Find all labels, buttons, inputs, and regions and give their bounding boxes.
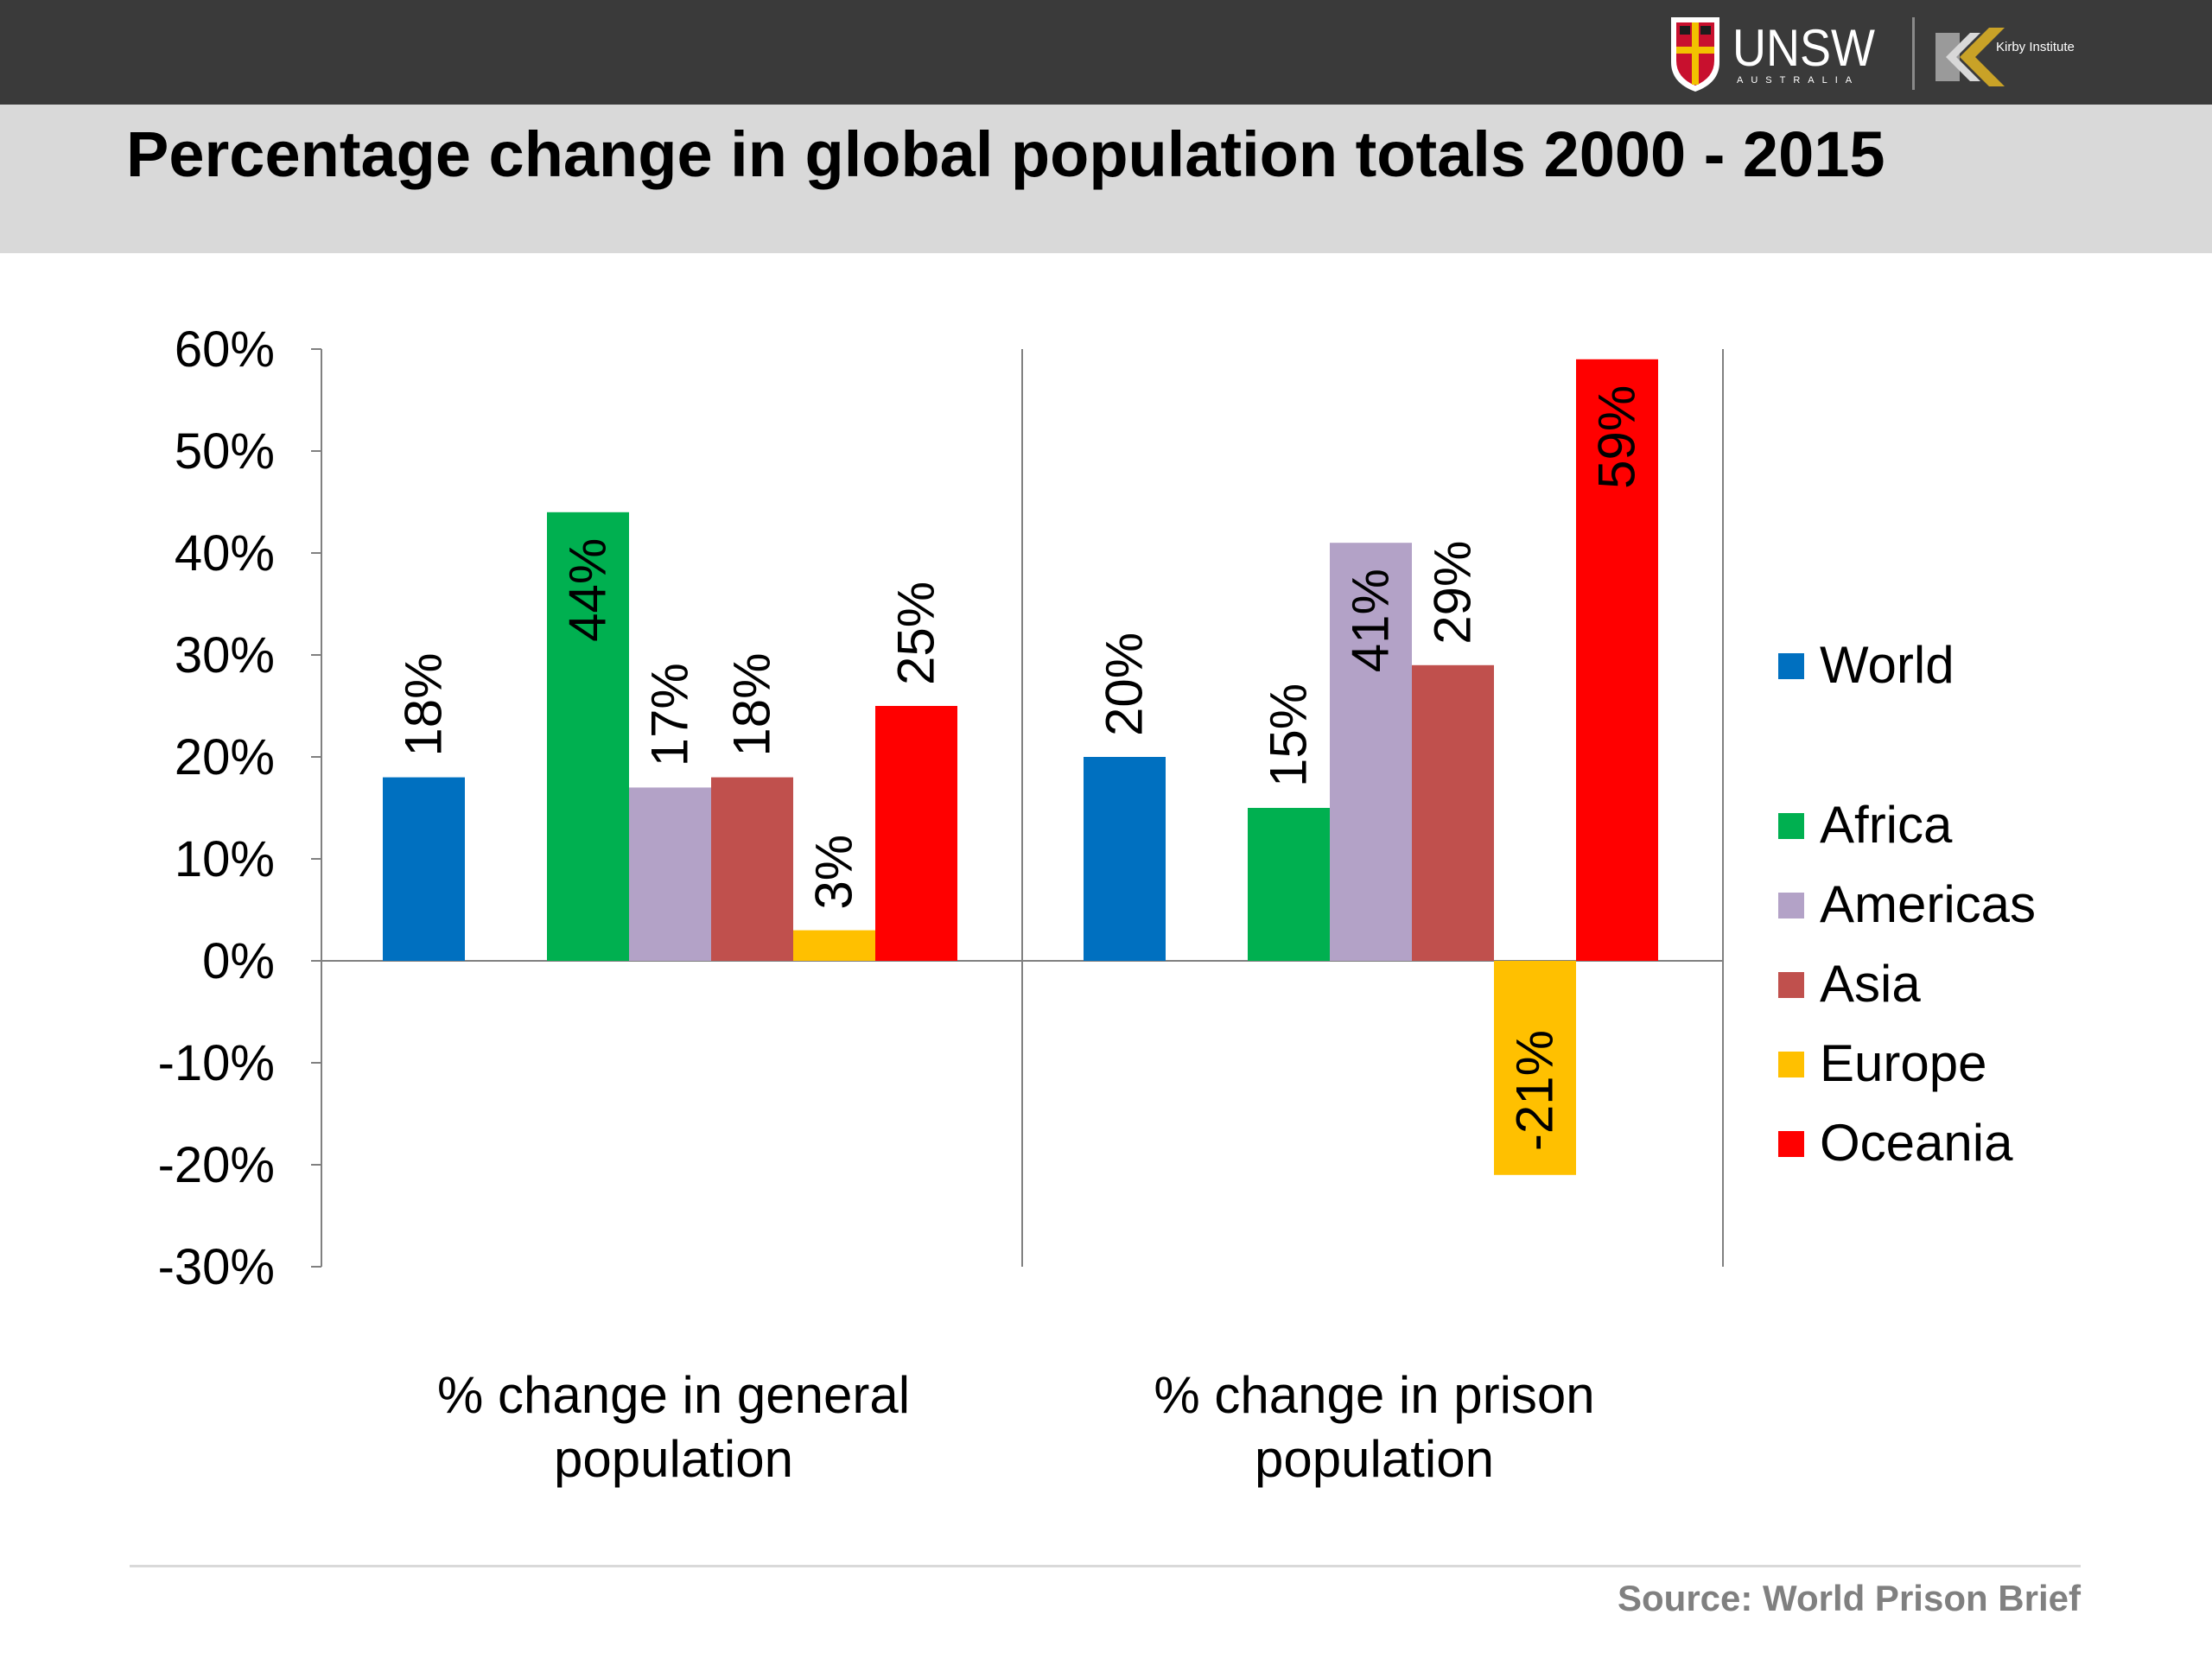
y-tick-labels: 60% 50% 40% 30% 20% 10% 0% -10% -20% -30%: [158, 321, 275, 1295]
y-tick-label: 50%: [175, 423, 275, 480]
data-label: 3%: [805, 835, 863, 910]
data-label: 20%: [1096, 632, 1154, 736]
bar-asia-prison: [1412, 664, 1494, 961]
legend-label-africa: Africa: [1820, 796, 1953, 854]
kirby-logo-text: Kirby Institute: [1996, 40, 2075, 54]
legend-label-americas: Americas: [1820, 875, 2036, 933]
legend-swatch-oceania: [1778, 1131, 1804, 1157]
chart-data-labels: 18% 20% 44% 15% 17% 41% 18% 29% 3% -21% 25% 59%: [395, 385, 1646, 1151]
y-tick-label: 20%: [175, 729, 275, 785]
chart-legend: World Africa Americas Asia Europe Oceania: [1778, 636, 2036, 1172]
legend-swatch-europe: [1778, 1052, 1804, 1077]
y-tick-label: 10%: [175, 831, 275, 887]
unsw-logo-subtext: AUSTRALIA: [1737, 75, 1859, 86]
data-label: 25%: [887, 582, 945, 685]
bar-oceania-prison: [1576, 359, 1658, 961]
bar-europe-general: [793, 930, 875, 961]
unsw-logo-text: UNSW: [1732, 19, 1875, 77]
legend-swatch-world: [1778, 653, 1804, 679]
bar-world-general: [383, 777, 465, 961]
data-label: 41%: [1342, 569, 1400, 672]
page-title: Percentage change in global population t…: [126, 118, 1885, 190]
legend-swatch-asia: [1778, 972, 1804, 998]
y-tick-label: -10%: [158, 1035, 275, 1091]
y-tick-label: 0%: [202, 933, 275, 989]
legend-swatch-americas: [1778, 893, 1804, 918]
bar-americas-prison: [1330, 543, 1412, 961]
bar-asia-general: [711, 777, 793, 961]
title-band: [0, 105, 2212, 253]
y-tick-label: 40%: [175, 525, 275, 582]
legend-label-world: World: [1820, 636, 1955, 694]
legend-swatch-africa: [1778, 813, 1804, 839]
source-note: Source: World Prison Brief: [1618, 1578, 2081, 1618]
bar-oceania-general: [875, 706, 957, 961]
x-category-label: % change in prison population: [1154, 1366, 1594, 1488]
x-category-labels: % change in general population % change in…: [437, 1366, 1595, 1488]
bar-africa-prison: [1248, 808, 1330, 961]
data-label: -21%: [1506, 1030, 1564, 1151]
legend-label-oceania: Oceania: [1820, 1114, 2013, 1172]
data-label: 18%: [395, 653, 453, 757]
bar-world-prison: [1084, 757, 1166, 961]
footer-divider: [130, 1565, 2081, 1567]
data-label: 18%: [723, 653, 781, 757]
logo-area: UNSW AUSTRALIA Kirby Institute: [1668, 12, 2091, 94]
bar-europe-prison: [1494, 961, 1576, 1175]
kirby-logo-icon: [1936, 28, 2005, 86]
bar-africa-general: [547, 512, 629, 961]
y-tick-label: -20%: [158, 1137, 275, 1193]
legend-label-europe: Europe: [1820, 1034, 1986, 1092]
data-label: 59%: [1588, 385, 1646, 489]
data-label: 44%: [559, 538, 617, 642]
logos: UNSW AUSTRALIA Kirby Institute: [1671, 17, 2075, 92]
data-label: 15%: [1260, 683, 1318, 787]
data-label: 17%: [641, 663, 699, 766]
bar-americas-general: [629, 787, 711, 961]
x-category-label: % change in general population: [437, 1366, 910, 1488]
y-tick-label: -30%: [158, 1239, 275, 1295]
legend-label-asia: Asia: [1820, 955, 1921, 1013]
unsw-crest-icon: [1671, 17, 1719, 92]
chart-bars: [383, 359, 1658, 1175]
data-label: 29%: [1424, 541, 1482, 645]
logo-divider: [1912, 17, 1915, 90]
y-tick-label: 30%: [175, 627, 275, 683]
y-tick-label: 60%: [175, 321, 275, 378]
header-bar: UNSW AUSTRALIA Kirby Institute: [0, 0, 2212, 105]
